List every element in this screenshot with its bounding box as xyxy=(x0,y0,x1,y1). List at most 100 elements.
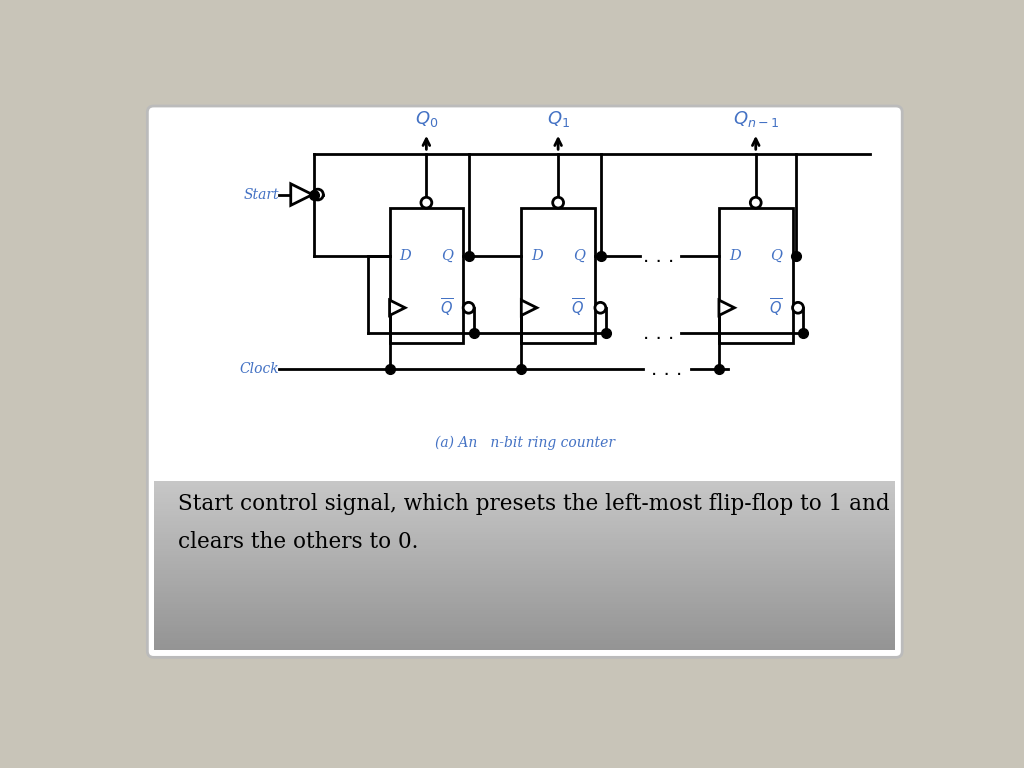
Bar xyxy=(155,571,895,574)
Bar xyxy=(155,580,895,583)
Bar xyxy=(155,533,895,536)
Bar xyxy=(155,561,895,564)
Bar xyxy=(155,482,895,485)
Bar xyxy=(155,502,895,505)
Bar xyxy=(155,493,895,496)
Bar xyxy=(155,538,895,541)
Bar xyxy=(155,627,895,629)
Bar xyxy=(719,208,793,343)
Text: $\overline{Q}$: $\overline{Q}$ xyxy=(769,296,782,319)
Bar xyxy=(155,510,895,513)
Bar xyxy=(155,487,895,489)
Bar xyxy=(155,554,895,558)
Bar xyxy=(155,647,895,650)
Bar xyxy=(155,584,895,587)
Text: . . .: . . . xyxy=(643,323,675,343)
Text: $Q_{n-1}$: $Q_{n-1}$ xyxy=(732,109,779,129)
Bar xyxy=(155,546,895,549)
Bar xyxy=(155,540,895,542)
Text: $\overline{Q}$: $\overline{Q}$ xyxy=(571,296,585,319)
Bar xyxy=(155,497,895,500)
Polygon shape xyxy=(719,300,734,316)
Bar xyxy=(155,521,895,523)
Bar xyxy=(155,569,895,572)
Bar xyxy=(155,605,895,608)
Bar xyxy=(155,624,895,627)
Bar xyxy=(155,514,895,517)
Text: $Q_0$: $Q_0$ xyxy=(415,109,438,129)
Bar xyxy=(155,567,895,570)
Bar xyxy=(155,588,895,591)
Bar xyxy=(155,557,895,559)
Bar xyxy=(155,480,895,483)
Polygon shape xyxy=(521,300,537,316)
Circle shape xyxy=(463,303,474,313)
Bar xyxy=(155,504,895,506)
Bar xyxy=(155,603,895,606)
Bar xyxy=(155,594,895,598)
Bar xyxy=(155,645,895,648)
Polygon shape xyxy=(291,184,312,205)
Bar xyxy=(155,529,895,531)
Bar xyxy=(155,644,895,646)
Bar xyxy=(155,485,895,488)
Bar xyxy=(155,558,895,561)
Bar xyxy=(155,574,895,576)
Text: Clock: Clock xyxy=(240,362,280,376)
Bar xyxy=(155,565,895,568)
Bar xyxy=(155,495,895,498)
Bar xyxy=(155,609,895,612)
Text: $Q_1$: $Q_1$ xyxy=(547,109,569,129)
Polygon shape xyxy=(389,300,406,316)
Bar xyxy=(155,491,895,494)
Bar xyxy=(155,578,895,581)
Bar xyxy=(155,563,895,566)
Text: Q: Q xyxy=(441,249,453,263)
Bar xyxy=(155,488,895,492)
Bar xyxy=(155,582,895,584)
Circle shape xyxy=(553,197,563,208)
Bar xyxy=(155,618,895,621)
Bar xyxy=(389,208,463,343)
Bar xyxy=(155,639,895,642)
Text: $\overline{Q}$: $\overline{Q}$ xyxy=(439,296,453,319)
Circle shape xyxy=(312,189,324,200)
Bar xyxy=(155,525,895,528)
Bar xyxy=(155,599,895,601)
Bar xyxy=(155,550,895,553)
Circle shape xyxy=(421,197,432,208)
Bar xyxy=(155,518,895,521)
Bar xyxy=(155,544,895,547)
Bar xyxy=(155,499,895,502)
Text: D: D xyxy=(531,249,543,263)
Bar xyxy=(155,586,895,589)
Text: . . .: . . . xyxy=(643,247,675,266)
Bar xyxy=(155,641,895,644)
Circle shape xyxy=(595,303,606,313)
Bar xyxy=(155,637,895,640)
Circle shape xyxy=(751,197,761,208)
Bar xyxy=(155,622,895,625)
Bar xyxy=(155,522,895,525)
Bar xyxy=(155,631,895,634)
Bar xyxy=(155,512,895,515)
Bar xyxy=(521,208,595,343)
Text: Q: Q xyxy=(572,249,585,263)
Bar xyxy=(155,114,895,481)
Bar xyxy=(155,505,895,508)
Bar xyxy=(155,592,895,595)
Text: Q: Q xyxy=(770,249,782,263)
Bar xyxy=(155,601,895,604)
Bar xyxy=(155,597,895,600)
Text: Start control signal, which presets the left-most flip-flop to 1 and: Start control signal, which presets the … xyxy=(178,492,890,515)
Bar xyxy=(155,616,895,619)
Bar xyxy=(155,611,895,614)
Bar xyxy=(155,541,895,545)
Bar xyxy=(155,620,895,623)
Text: clears the others to 0.: clears the others to 0. xyxy=(178,531,419,553)
Bar xyxy=(155,552,895,555)
Bar xyxy=(155,635,895,637)
Bar xyxy=(155,633,895,636)
Bar xyxy=(155,575,895,578)
Circle shape xyxy=(793,303,804,313)
